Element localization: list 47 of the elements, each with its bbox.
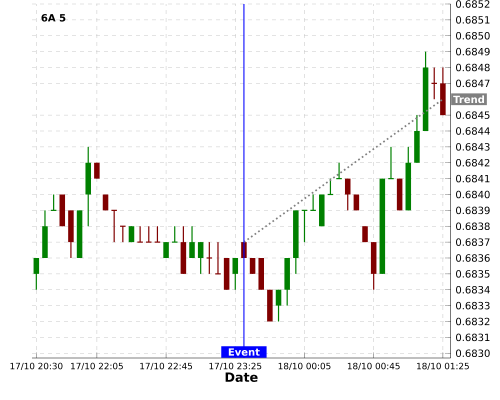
candlestick	[198, 242, 204, 274]
x-tick-label: 17/10 22:05	[71, 362, 123, 370]
y-tick-label: 0.6843	[456, 143, 490, 151]
y-tick-label: 0.6847	[456, 80, 490, 88]
y-tick-label: 0.6839	[456, 206, 490, 214]
y-tick-label: 0.6849	[456, 48, 490, 56]
candlestick	[354, 194, 360, 211]
candlestick	[102, 194, 108, 211]
y-tick-label: 0.6840	[456, 190, 490, 198]
y-tick-label: 0.6852	[456, 0, 490, 8]
y-tick-label: 0.6831	[456, 334, 490, 342]
y-tick-label: 0.6836	[456, 254, 490, 262]
x-tick-label: 17/10 23:25	[209, 362, 262, 370]
y-tick-label: 0.6832	[456, 318, 490, 326]
y-tick-label: 0.6837	[456, 238, 490, 246]
x-tick-label: 17/10 20:30	[10, 362, 62, 370]
candlestick	[232, 257, 238, 290]
y-tick-label: 0.6844	[456, 127, 490, 135]
y-tick-label: 0.6838	[456, 222, 490, 230]
y-tick-label: 0.6850	[456, 32, 490, 40]
candlestick	[163, 242, 169, 259]
candlestick	[344, 178, 350, 211]
y-tick-label: 0.6845	[456, 111, 490, 119]
y-tick-label: 0.6834	[456, 286, 490, 294]
x-axis-title: Date	[226, 372, 258, 382]
y-tick-label: 0.6833	[456, 302, 490, 310]
x-tick-label: 18/10 01:25	[417, 362, 469, 370]
candlestick	[276, 289, 282, 322]
y-tick-label: 0.6830	[456, 349, 490, 358]
y-tick-label: 0.6842	[456, 158, 490, 167]
x-tick-label: 18/10 00:45	[348, 362, 400, 370]
candlestick	[34, 257, 40, 290]
y-tick-label: 0.6835	[456, 270, 490, 278]
candlestick	[128, 226, 134, 243]
x-tick-label: 18/10 00:05	[278, 362, 330, 370]
text: 6A 5	[42, 14, 66, 22]
y-tick-label: 0.6841	[456, 174, 490, 182]
candlestick	[94, 162, 100, 180]
y-tick-label: 0.6848	[456, 64, 490, 72]
candlestick	[250, 257, 256, 274]
series-label: Trend	[453, 95, 484, 104]
annotation: Event	[228, 348, 260, 356]
candlestick	[189, 226, 195, 259]
x-tick-label: 17/10 22:45	[140, 362, 192, 370]
candlestick	[119, 226, 126, 243]
candlestick	[362, 226, 368, 243]
y-tick-label: 0.6851	[456, 16, 490, 24]
